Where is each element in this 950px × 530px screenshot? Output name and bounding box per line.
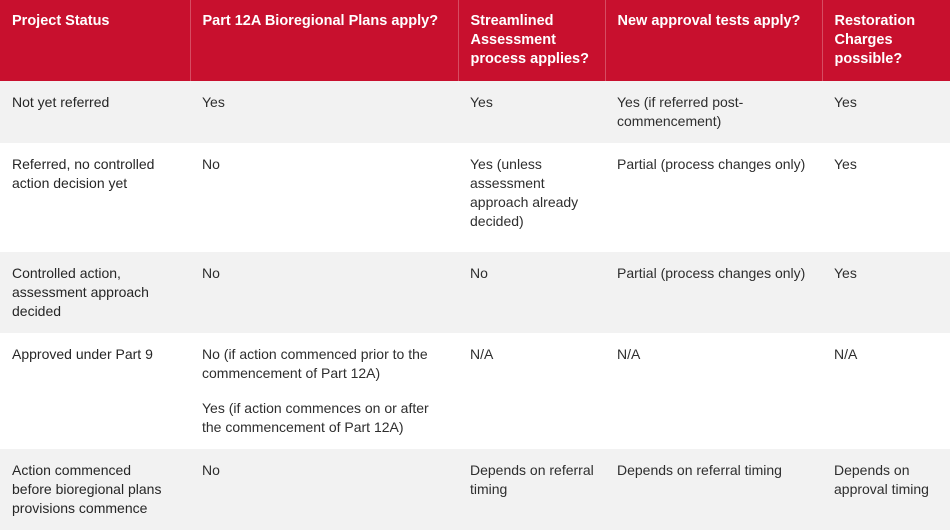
cell-paragraph: Partial (process changes only) bbox=[617, 265, 806, 281]
cell-paragraph: Depends on approval timing bbox=[834, 462, 929, 497]
table-cell-r0-c4: Yes bbox=[822, 81, 950, 143]
header-cell-2: Streamlined Assessment process applies? bbox=[457, 0, 605, 81]
table-row-0: Not yet referred Yes Yes Yes (if referred p… bbox=[0, 81, 950, 143]
cell-paragraph: Referred, no controlled action decision … bbox=[12, 156, 155, 191]
cell-paragraph: N/A bbox=[617, 346, 641, 362]
cell-paragraph: No bbox=[202, 462, 220, 478]
table-row-1: Referred, no controlled action decision … bbox=[0, 143, 950, 252]
cell-paragraph: Yes bbox=[470, 94, 493, 110]
table-cell-r2-c0: Controlled action, assessment approach d… bbox=[0, 252, 190, 333]
cell-paragraph: N/A bbox=[834, 346, 858, 362]
cell-paragraph: Yes (unless assessment approach already … bbox=[470, 156, 579, 229]
table-cell-r4-c4: Depends on approval timing bbox=[822, 449, 950, 530]
cell-paragraph: Yes bbox=[834, 265, 857, 281]
cell-paragraph: Yes (if action commences on or after the… bbox=[202, 400, 429, 435]
cell-paragraph: Depends on referral timing bbox=[617, 462, 782, 478]
cell-paragraph: Yes bbox=[834, 94, 857, 110]
table-cell-r2-c2: No bbox=[458, 252, 605, 333]
cell-paragraph: No (if action commenced prior to the com… bbox=[202, 346, 428, 381]
cell-paragraph: Not yet referred bbox=[12, 94, 110, 110]
table-cell-r2-c3: Partial (process changes only) bbox=[605, 252, 822, 333]
table-cell-r4-c0: Action commenced before bioregional plan… bbox=[0, 449, 190, 530]
table-cell-r0-c3: Yes (if referred post-commencement) bbox=[605, 81, 822, 143]
table-cell-r3-c1: No (if action commenced prior to the com… bbox=[190, 333, 458, 449]
table-cell-r1-c3: Partial (process changes only) bbox=[605, 143, 822, 252]
cell-paragraph: Yes bbox=[834, 156, 857, 172]
table-cell-r3-c3: N/A bbox=[605, 333, 822, 449]
cell-paragraph: N/A bbox=[470, 346, 494, 362]
table-cell-r3-c2: N/A bbox=[458, 333, 605, 449]
cell-paragraph: No bbox=[202, 265, 220, 281]
cell-paragraph: Partial (process changes only) bbox=[617, 156, 806, 172]
cell-paragraph: Controlled action, assessment approach d… bbox=[12, 265, 149, 319]
table-cell-r4-c1: No bbox=[190, 449, 458, 530]
cell-paragraph: Yes bbox=[202, 94, 225, 110]
table-cell-r1-c1: No bbox=[190, 143, 458, 252]
cell-paragraph: No bbox=[470, 265, 488, 281]
table-cell-r4-c2: Depends on referral timing bbox=[458, 449, 605, 530]
cell-paragraph: Approved under Part 9 bbox=[12, 346, 153, 362]
table-cell-r3-c0: Approved under Part 9 bbox=[0, 333, 190, 449]
table-cell-r2-c1: No bbox=[190, 252, 458, 333]
table-cell-r3-c4: N/A bbox=[822, 333, 950, 449]
table-row-2: Controlled action, assessment approach d… bbox=[0, 252, 950, 333]
table-cell-r2-c4: Yes bbox=[822, 252, 950, 333]
header-cell-4: Restoration Charges possible? bbox=[821, 0, 950, 81]
header-cell-3: New approval tests apply? bbox=[604, 0, 822, 81]
table-cell-r0-c2: Yes bbox=[458, 81, 605, 143]
table-cell-r4-c3: Depends on referral timing bbox=[605, 449, 822, 530]
table-cell-r1-c2: Yes (unless assessment approach already … bbox=[458, 143, 605, 252]
table-cell-r0-c0: Not yet referred bbox=[0, 81, 190, 143]
header-cell-1: Part 12A Bioregional Plans apply? bbox=[189, 0, 458, 81]
cell-paragraph: Yes (if referred post-commencement) bbox=[617, 94, 744, 129]
cell-paragraph: No bbox=[202, 156, 220, 172]
cell-paragraph: Action commenced before bioregional plan… bbox=[12, 462, 162, 516]
table-header-row: Project Status Part 12A Bioregional Plans… bbox=[0, 0, 950, 81]
table-row-3: Approved under Part 9 No (if action comme… bbox=[0, 333, 950, 449]
table-cell-r1-c4: Yes bbox=[822, 143, 950, 252]
table-row-4: Action commenced before bioregional plan… bbox=[0, 449, 950, 530]
cell-paragraph: Depends on referral timing bbox=[470, 462, 594, 497]
table-cell-r0-c1: Yes bbox=[190, 81, 458, 143]
table-cell-r1-c0: Referred, no controlled action decision … bbox=[0, 143, 190, 252]
header-cell-0: Project Status bbox=[0, 0, 190, 81]
